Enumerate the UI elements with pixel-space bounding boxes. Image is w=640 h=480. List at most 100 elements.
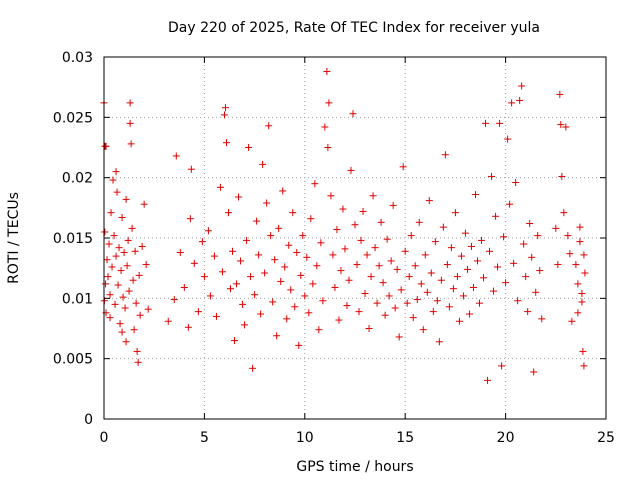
- data-point: [411, 262, 419, 270]
- chart-title: Day 220 of 2025, Rate Of TEC Index for r…: [168, 20, 540, 36]
- data-point: [263, 199, 271, 207]
- data-point: [528, 253, 536, 261]
- data-point: [347, 166, 355, 174]
- data-point: [243, 236, 251, 244]
- data-point: [457, 252, 465, 260]
- data-point: [126, 99, 134, 107]
- data-point: [492, 212, 500, 220]
- axis-ticks: [103, 56, 607, 420]
- grid-lines: [104, 57, 606, 419]
- data-point: [335, 316, 343, 324]
- data-point: [106, 314, 114, 322]
- data-point: [363, 251, 371, 259]
- data-point: [281, 263, 289, 271]
- data-point: [253, 217, 261, 225]
- data-point: [486, 247, 494, 255]
- data-point: [170, 296, 178, 304]
- data-point: [510, 259, 518, 267]
- data-point: [275, 224, 283, 232]
- data-point: [333, 226, 341, 234]
- data-point: [303, 253, 311, 261]
- data-point: [391, 304, 399, 312]
- data-point: [502, 279, 510, 287]
- data-point: [514, 297, 522, 305]
- data-point: [469, 283, 477, 291]
- data-point: [566, 250, 574, 258]
- x-tick-label: 25: [597, 430, 615, 446]
- data-point: [367, 273, 375, 281]
- y-tick-label: 0.005: [53, 352, 93, 368]
- data-point: [465, 310, 473, 318]
- data-point: [283, 315, 291, 323]
- data-point: [128, 224, 136, 232]
- data-point: [285, 241, 293, 249]
- data-point: [441, 151, 449, 159]
- data-point: [255, 251, 263, 259]
- data-point: [218, 268, 226, 276]
- y-tick-label: 0.02: [62, 171, 93, 187]
- data-point: [114, 281, 122, 289]
- data-point: [122, 195, 130, 203]
- data-point: [231, 337, 239, 345]
- data-point: [184, 323, 192, 331]
- data-point: [187, 165, 195, 173]
- data-point: [423, 288, 431, 296]
- data-point: [568, 317, 576, 325]
- data-point: [369, 192, 377, 200]
- data-point: [324, 144, 332, 151]
- data-point: [309, 280, 317, 288]
- data-point: [445, 303, 453, 311]
- data-point: [345, 276, 353, 284]
- y-tick-label: 0.015: [53, 231, 93, 247]
- plot-frame: [103, 56, 607, 420]
- data-point: [206, 292, 214, 300]
- data-point: [373, 299, 381, 307]
- data-point: [293, 248, 301, 256]
- data-point: [377, 218, 385, 226]
- data-point: [176, 248, 184, 256]
- data-point: [126, 119, 134, 127]
- data-point: [299, 232, 307, 240]
- data-point: [508, 99, 516, 107]
- data-point: [297, 271, 305, 279]
- data-point: [449, 285, 457, 293]
- data-point: [329, 251, 337, 259]
- data-point: [447, 244, 455, 252]
- data-point: [112, 252, 120, 260]
- data-point: [249, 364, 257, 372]
- data-point: [291, 303, 299, 311]
- data-point: [480, 274, 488, 282]
- data-point: [429, 308, 437, 316]
- data-point: [459, 292, 467, 300]
- data-point: [210, 252, 218, 260]
- data-point: [212, 312, 220, 320]
- data-point: [198, 238, 206, 246]
- data-point: [131, 247, 139, 255]
- data-point: [269, 298, 277, 306]
- data-point: [138, 242, 146, 250]
- data-point: [576, 223, 584, 231]
- data-point: [120, 248, 128, 256]
- x-axis-label: GPS time / hours: [296, 459, 413, 475]
- data-point: [102, 280, 110, 288]
- data-point: [224, 209, 232, 217]
- data-point: [331, 283, 339, 291]
- data-point: [419, 326, 427, 334]
- data-point: [506, 200, 514, 208]
- data-point: [121, 304, 129, 312]
- data-point: [554, 261, 562, 269]
- data-point: [107, 209, 115, 217]
- data-point: [453, 273, 461, 281]
- data-point: [443, 261, 451, 269]
- data-point: [279, 187, 287, 195]
- data-point: [125, 287, 133, 295]
- data-point: [512, 178, 520, 186]
- data-point: [498, 362, 506, 370]
- data-point: [235, 193, 243, 201]
- x-tick-label: 20: [497, 430, 515, 446]
- data-point: [578, 298, 586, 306]
- x-tick-label: 0: [100, 430, 109, 446]
- y-tick-label: 0.025: [53, 110, 93, 126]
- data-point: [113, 188, 121, 196]
